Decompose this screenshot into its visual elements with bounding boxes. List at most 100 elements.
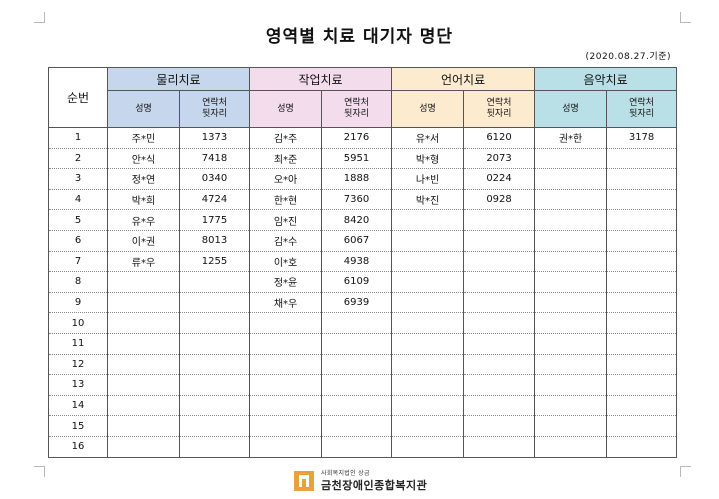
patient-name-cell: 유*서 <box>391 127 465 149</box>
contact-digits-cell <box>606 332 678 355</box>
table-row: 8 정*윤 6109 <box>48 271 678 293</box>
contact-digits-cell: 8420 <box>321 209 393 231</box>
table-row: 10 <box>48 312 678 334</box>
patient-name-cell <box>391 415 465 437</box>
contact-digits-cell <box>178 435 251 458</box>
name-header: 성명 <box>249 90 323 128</box>
patient-name-cell <box>391 209 465 231</box>
document-title: 영역별 치료 대기자 명단 <box>265 27 454 47</box>
contact-digits-cell <box>178 291 251 314</box>
org-subtitle: 사회복지법인 상금 <box>321 470 370 477</box>
patient-name-cell: 이*권 <box>107 229 180 252</box>
group-header-speech: 언어치료 <box>391 67 536 91</box>
patient-name-cell <box>249 394 323 417</box>
page-corner-mark <box>680 12 691 23</box>
contact-digits-cell <box>606 374 678 396</box>
patient-name-cell <box>534 250 608 273</box>
patient-name-cell <box>534 394 608 417</box>
contact-digits-cell <box>178 415 251 437</box>
building-logo-icon <box>294 471 314 491</box>
row-number: 1 <box>48 127 108 149</box>
patient-name-cell <box>534 271 608 293</box>
contact-digits-cell: 8013 <box>178 229 251 252</box>
contact-digits-cell <box>321 394 393 417</box>
contact-digits-cell <box>321 312 393 334</box>
patient-name-cell: 박*희 <box>107 188 180 211</box>
patient-name-cell: 오*아 <box>249 168 323 190</box>
contact-digits-cell: 2176 <box>321 127 393 149</box>
contact-digits-cell: 7418 <box>178 147 251 170</box>
group-header-occupational: 작업치료 <box>249 67 393 91</box>
footer-logo: 사회복지법인 상금 금천장애인종합복지관 <box>293 467 453 495</box>
patient-name-cell <box>534 209 608 231</box>
patient-name-cell <box>107 394 180 417</box>
page-corner-mark <box>680 466 691 477</box>
contact-digits-cell <box>606 353 678 376</box>
patient-name-cell: 한*현 <box>249 188 323 211</box>
contact-digits-cell <box>321 374 393 396</box>
row-number: 4 <box>48 188 108 211</box>
patient-name-cell <box>391 394 465 417</box>
patient-name-cell <box>391 353 465 376</box>
contact-digits-cell <box>321 332 393 355</box>
page-corner-mark <box>34 466 45 477</box>
table-row: 11 <box>48 332 678 355</box>
patient-name-cell <box>534 188 608 211</box>
row-number: 15 <box>48 415 108 437</box>
row-number: 14 <box>48 394 108 417</box>
contact-digits-cell <box>463 353 536 376</box>
patient-name-cell <box>107 271 180 293</box>
contact-digits-cell: 3178 <box>606 127 678 149</box>
patient-name-cell: 이*호 <box>249 250 323 273</box>
row-number: 13 <box>48 374 108 396</box>
patient-name-cell <box>391 374 465 396</box>
seq-header: 순번 <box>48 67 108 128</box>
contact-digits-cell: 6067 <box>321 229 393 252</box>
patient-name-cell: 박*진 <box>391 188 465 211</box>
contact-digits-cell <box>321 415 393 437</box>
contact-digits-cell <box>463 271 536 293</box>
contact-digits-cell <box>178 394 251 417</box>
contact-header: 연락처 뒷자리 <box>606 90 678 128</box>
org-name: 금천장애인종합복지관 <box>321 479 428 492</box>
contact-header: 연락처 뒷자리 <box>463 90 536 128</box>
patient-name-cell <box>391 291 465 314</box>
patient-name-cell <box>391 250 465 273</box>
date-note: (2020.08.27.기준) <box>585 52 671 62</box>
table-row: 2 안*식 7418 최*준 5951 박*형 2073 <box>48 147 678 170</box>
patient-name-cell: 채*우 <box>249 291 323 314</box>
patient-name-cell <box>107 415 180 437</box>
table-row: 12 <box>48 353 678 376</box>
patient-name-cell <box>107 353 180 376</box>
name-header: 성명 <box>107 90 180 128</box>
contact-digits-cell <box>606 435 678 458</box>
patient-name-cell <box>107 435 180 458</box>
patient-name-cell <box>391 435 465 458</box>
contact-digits-cell: 0224 <box>463 168 536 190</box>
table-body: 1 주*민 1373 김*주 2176 유*서 6120 권*한 3178 2 안*식 7418 최*준… <box>48 127 678 458</box>
contact-digits-cell <box>178 312 251 334</box>
contact-digits-cell: 1775 <box>178 209 251 231</box>
row-number: 10 <box>48 312 108 334</box>
contact-digits-cell: 0928 <box>463 188 536 211</box>
contact-digits-cell: 1373 <box>178 127 251 149</box>
patient-name-cell: 최*준 <box>249 147 323 170</box>
table-row: 7 류*우 1255 이*호 4938 <box>48 250 678 273</box>
row-number: 6 <box>48 229 108 252</box>
patient-name-cell <box>391 229 465 252</box>
contact-digits-cell <box>321 435 393 458</box>
patient-name-cell: 주*민 <box>107 127 180 149</box>
contact-digits-cell <box>463 415 536 437</box>
contact-digits-cell <box>178 332 251 355</box>
contact-digits-cell <box>463 332 536 355</box>
contact-digits-cell <box>463 312 536 334</box>
group-header-physical: 물리치료 <box>106 67 251 91</box>
contact-digits-cell <box>606 291 678 314</box>
contact-header: 연락처 뒷자리 <box>178 90 251 128</box>
patient-name-cell <box>391 271 465 293</box>
patient-name-cell <box>391 312 465 334</box>
patient-name-cell: 나*빈 <box>391 168 465 190</box>
contact-digits-cell: 6939 <box>321 291 393 314</box>
patient-name-cell <box>534 168 608 190</box>
contact-header: 연락처 뒷자리 <box>321 90 393 128</box>
